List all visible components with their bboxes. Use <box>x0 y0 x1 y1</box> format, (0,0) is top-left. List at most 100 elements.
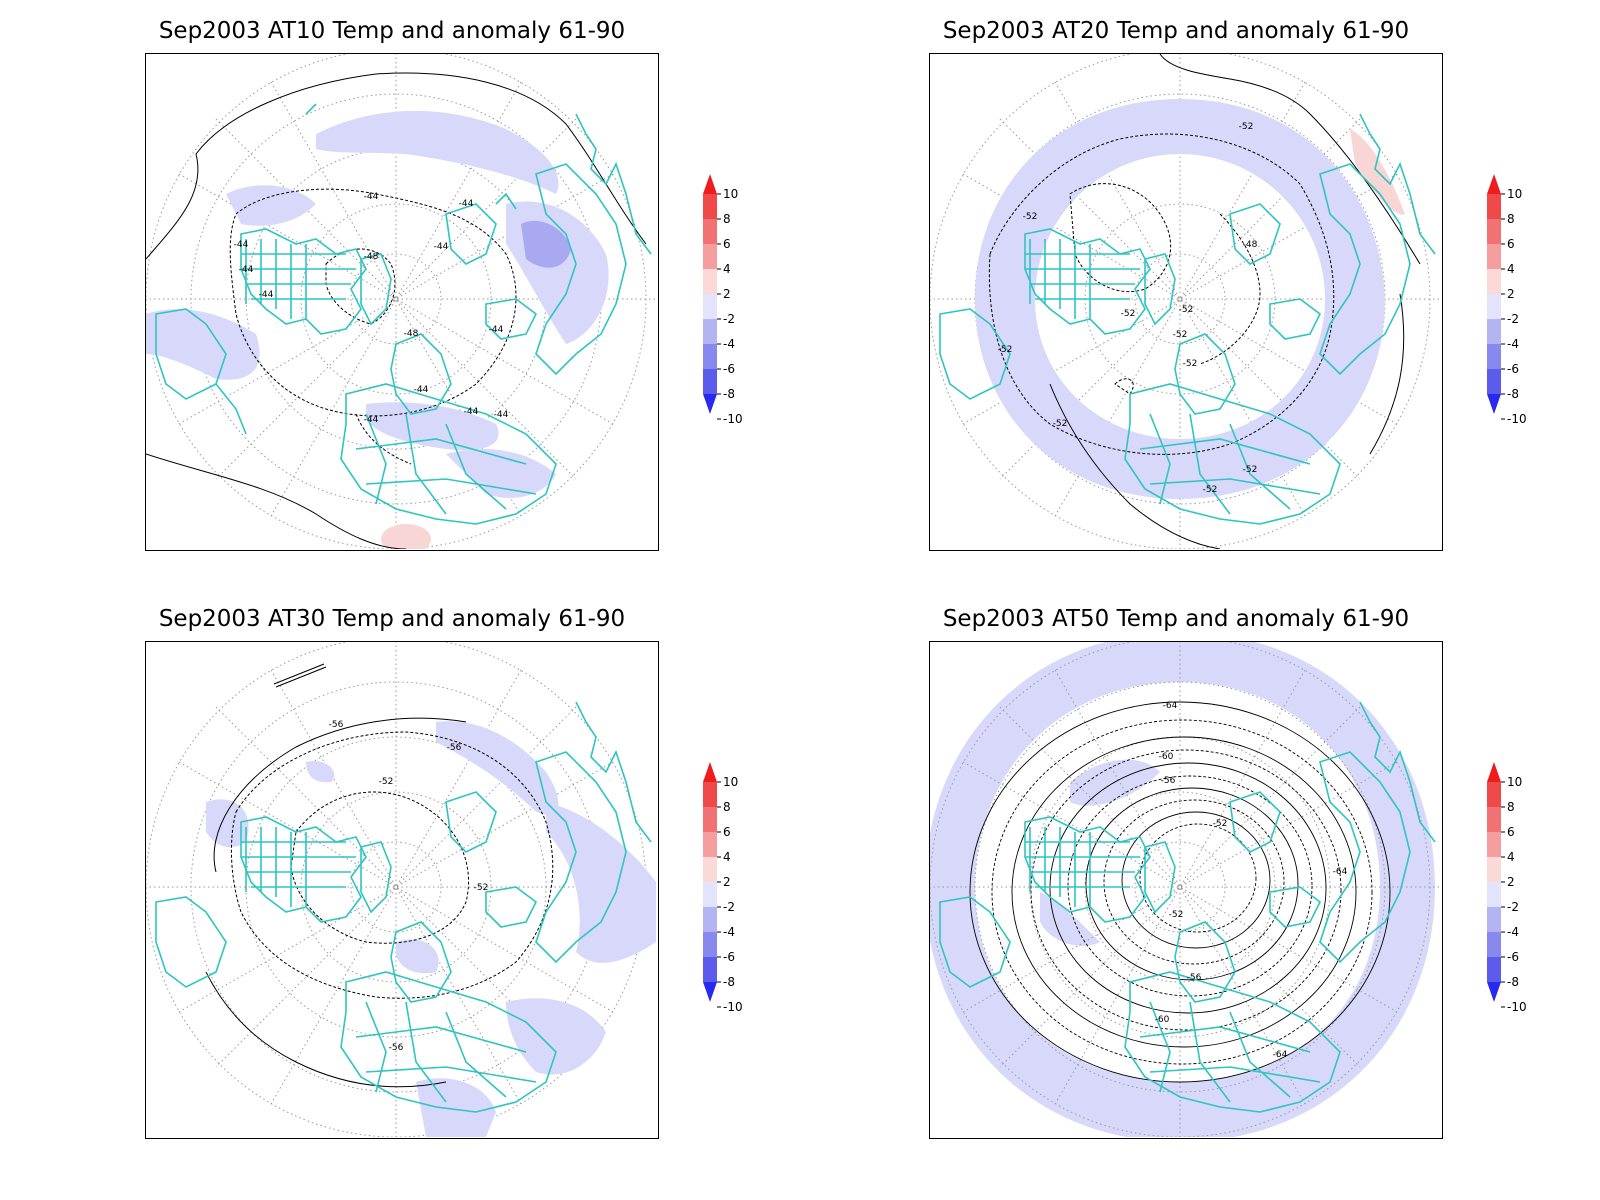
colorbar-label: 2 <box>1507 287 1515 301</box>
colorbar-label: 8 <box>1507 800 1515 814</box>
colorbar-swatch <box>1487 857 1501 882</box>
colorbar-swatch <box>1487 957 1501 982</box>
map-at20: -52 -52 -48 -52 -52 -52 -52 -52 -52 -52 … <box>929 53 1443 551</box>
colorbar-swatch <box>1487 219 1501 244</box>
colorbar-label: 6 <box>723 237 731 251</box>
colorbar-label: -10 <box>723 412 743 426</box>
colorbar-label: -6 <box>723 950 735 964</box>
colorbar-label: -8 <box>1507 387 1519 401</box>
colorbar-swatch <box>1487 344 1501 369</box>
panel-title-at30: Sep2003 AT30 Temp and anomaly 61-90 <box>158 606 626 632</box>
colorbar-swatch <box>1487 807 1501 832</box>
contour-label: -56 <box>1161 776 1176 786</box>
contour-label: -52 <box>379 777 394 787</box>
contour-label: -52 <box>1169 910 1184 920</box>
colorbar-label: 2 <box>1507 875 1515 889</box>
colorbar-label: 2 <box>723 287 731 301</box>
colorbar-label: -4 <box>723 925 735 939</box>
contour-label: -56 <box>389 1043 404 1053</box>
contour-label: -44 <box>434 242 449 252</box>
colorbar-swatch <box>1487 882 1501 907</box>
colorbar-arrow-top <box>703 762 717 782</box>
contour-label: -52 <box>1213 819 1228 829</box>
colorbar-label: 2 <box>723 875 731 889</box>
contour-label: -44 <box>489 325 504 335</box>
colorbar-label: -10 <box>1507 412 1527 426</box>
colorbar-label: -8 <box>723 975 735 989</box>
contour-labels-at20: -52 -52 -48 -52 -52 -52 -52 -52 -52 -52 … <box>998 122 1258 495</box>
contour-label: -44 <box>239 265 254 275</box>
contour-label: -52 <box>474 883 489 893</box>
polar-map-at30: -56 -56 -52 -52 -56 <box>146 642 656 1137</box>
colorbar-label: 4 <box>1507 262 1515 276</box>
colorbar-arrow-top <box>1487 762 1501 782</box>
contour-label: -60 <box>1155 1015 1170 1025</box>
colorbar-legend: 10 8 6 4 2 -2 -4 -6 -8 -10 <box>703 760 783 1050</box>
contour-label: -52 <box>1023 212 1038 222</box>
map-at10: -44 -44 -48 -44 -44 -44 -48 -44 -44 -44 … <box>145 53 659 551</box>
colorbar-label: -8 <box>723 387 735 401</box>
colorbar-swatch <box>703 194 717 219</box>
contour-label: -52 <box>1239 122 1254 132</box>
colorbar-swatch <box>703 369 717 394</box>
contour-label: -44 <box>364 415 379 425</box>
contour-label: -52 <box>998 345 1013 355</box>
colorbar-legend: 10 8 6 4 2 -2 -4 -6 -8 -10 <box>703 172 783 462</box>
colorbar-swatch <box>703 294 717 319</box>
colorbar-label: 10 <box>1507 187 1522 201</box>
colorbar-arrow-top <box>703 174 717 194</box>
colorbar-legend: 10 8 6 4 2 -2 -4 -6 -8 -10 <box>1487 172 1567 462</box>
colorbar-swatch <box>703 344 717 369</box>
colorbar-label: 6 <box>1507 237 1515 251</box>
contour-label: -52 <box>1203 485 1218 495</box>
colorbar-label: -4 <box>1507 925 1519 939</box>
colorbar-label: -6 <box>723 362 735 376</box>
polar-map-at50: -64 -60 -56 -52 -52 -56 -60 -64 -64 <box>930 642 1440 1137</box>
contour-label: -44 <box>259 290 274 300</box>
colorbar-swatch <box>1487 194 1501 219</box>
colorbar-label: 6 <box>1507 825 1515 839</box>
colorbar-swatch <box>703 244 717 269</box>
colorbar-swatch <box>1487 269 1501 294</box>
map-at30: -56 -56 -52 -52 -56 <box>145 641 659 1139</box>
panel-title-at10: Sep2003 AT10 Temp and anomaly 61-90 <box>158 18 626 44</box>
colorbar-arrow-bottom <box>703 394 717 414</box>
contour-label: -52 <box>1179 305 1194 315</box>
colorbar-label: -2 <box>1507 312 1519 326</box>
contour-label: -52 <box>1121 309 1136 319</box>
colorbar-label: -2 <box>723 900 735 914</box>
colorbar-swatch <box>703 269 717 294</box>
colorbar-swatch <box>703 907 717 932</box>
contour-label: -56 <box>1187 973 1202 983</box>
contour-label: -44 <box>494 410 509 420</box>
colorbar-swatch <box>1487 832 1501 857</box>
contour-label: -64 <box>1163 701 1178 711</box>
colorbar-swatch <box>703 957 717 982</box>
contour-labels-at30: -56 -56 -52 -52 -56 <box>329 720 489 1053</box>
colorbar-label: 10 <box>723 775 738 789</box>
colorbar-label: 10 <box>1507 775 1522 789</box>
colorbar-label: 4 <box>1507 850 1515 864</box>
colorbar-label: 8 <box>1507 212 1515 226</box>
colorbar-label: -6 <box>1507 362 1519 376</box>
colorbar-swatch <box>1487 782 1501 807</box>
colorbar-label: -2 <box>723 312 735 326</box>
panel-title-at50: Sep2003 AT50 Temp and anomaly 61-90 <box>942 606 1410 632</box>
colorbar-swatch <box>1487 932 1501 957</box>
colorbar-arrow-bottom <box>703 982 717 1002</box>
colorbar-swatch <box>1487 369 1501 394</box>
colorbar-label: -4 <box>723 337 735 351</box>
colorbar-label: 8 <box>723 800 731 814</box>
colorbar-swatch <box>1487 907 1501 932</box>
contour-labels-at50: -64 -60 -56 -52 -52 -56 -60 -64 -64 <box>1155 701 1348 1060</box>
colorbar-label: 8 <box>723 212 731 226</box>
polar-map-at20: -52 -52 -48 -52 -52 -52 -52 -52 -52 -52 … <box>930 54 1440 549</box>
contour-label: -52 <box>1173 330 1188 340</box>
colorbar-label: 4 <box>723 262 731 276</box>
contour-label: -44 <box>234 240 249 250</box>
contour-label: -52 <box>1243 465 1258 475</box>
contour-label: -44 <box>459 199 474 209</box>
contour-label: -48 <box>1243 240 1258 250</box>
colorbar-label: 6 <box>723 825 731 839</box>
colorbar-legend: 10 8 6 4 2 -2 -4 -6 -8 -10 <box>1487 760 1567 1050</box>
